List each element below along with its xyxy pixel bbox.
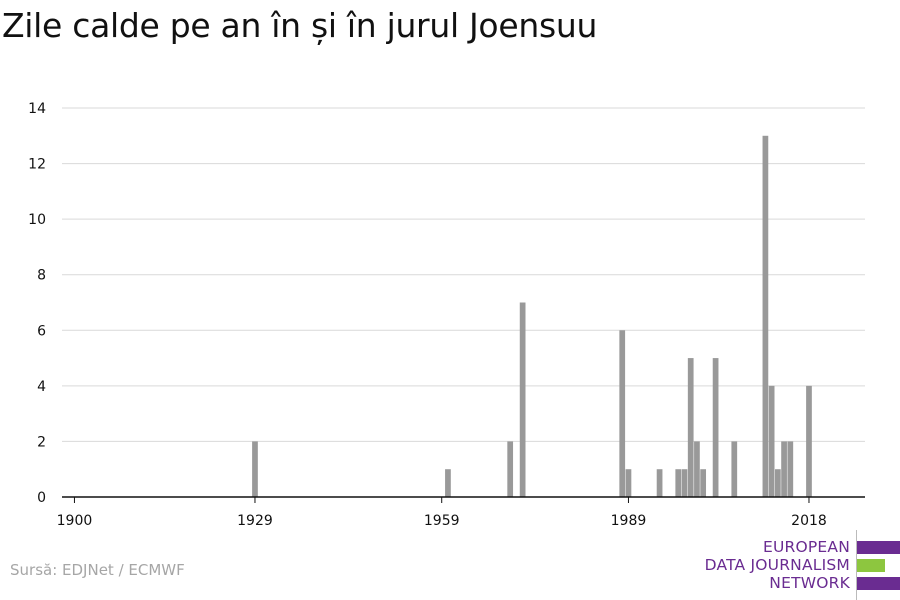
bar bbox=[694, 441, 700, 497]
bar bbox=[507, 441, 514, 497]
bar bbox=[656, 469, 663, 497]
logo-text-line-2: DATA JOURNALISM bbox=[704, 556, 850, 574]
bar bbox=[675, 469, 682, 497]
bar bbox=[445, 469, 451, 497]
logo-bar-green bbox=[857, 559, 885, 572]
bar bbox=[625, 469, 632, 497]
y-tick-label: 10 bbox=[28, 212, 46, 228]
bar bbox=[252, 441, 258, 497]
bar bbox=[806, 385, 812, 497]
y-tick-label: 8 bbox=[37, 268, 46, 284]
x-tick-label: 1989 bbox=[611, 513, 647, 529]
x-tick-label: 1900 bbox=[57, 513, 93, 529]
y-tick-label: 0 bbox=[37, 490, 46, 506]
bar bbox=[700, 469, 707, 497]
logo-bar-purple-top bbox=[857, 541, 900, 554]
bar bbox=[681, 469, 688, 497]
y-tick-label: 4 bbox=[37, 379, 46, 395]
source-note: Sursă: EDJNet / ECMWF bbox=[10, 561, 185, 579]
x-axis: 1900 1929 1959 1989 2018 bbox=[57, 496, 865, 529]
y-axis: 0 2 4 6 8 10 12 14 bbox=[28, 101, 46, 506]
bar bbox=[787, 441, 794, 497]
y-tick-label: 12 bbox=[28, 157, 46, 173]
bar bbox=[731, 441, 738, 497]
x-tick-label: 1929 bbox=[237, 513, 273, 529]
bars bbox=[252, 135, 812, 498]
x-tick-label: 1959 bbox=[424, 513, 460, 529]
logo-text-line-3: NETWORK bbox=[769, 574, 850, 592]
y-tick-label: 14 bbox=[28, 101, 46, 117]
bar bbox=[687, 358, 694, 497]
bar-chart: 1900 1929 1959 1989 2018 0 2 4 6 8 10 12 14 bbox=[28, 101, 865, 529]
logo-text-line-1: EUROPEAN bbox=[762, 538, 850, 556]
y-tick-label: 2 bbox=[37, 434, 46, 450]
logo-divider bbox=[856, 530, 857, 600]
bar bbox=[519, 302, 526, 497]
bar bbox=[712, 358, 719, 497]
y-tick-label: 6 bbox=[37, 323, 46, 339]
bar bbox=[619, 330, 626, 497]
logo-bar-purple-bottom bbox=[857, 577, 900, 590]
bar bbox=[768, 385, 775, 497]
bar bbox=[762, 135, 769, 498]
bar bbox=[781, 441, 787, 497]
gridlines bbox=[62, 107, 865, 442]
edjnet-logo: EUROPEAN DATA JOURNALISM NETWORK bbox=[700, 530, 900, 600]
chart-title: Zile calde pe an în și în jurul Joensuu bbox=[2, 6, 598, 45]
bar bbox=[774, 469, 781, 497]
x-tick-label: 2018 bbox=[791, 513, 827, 529]
